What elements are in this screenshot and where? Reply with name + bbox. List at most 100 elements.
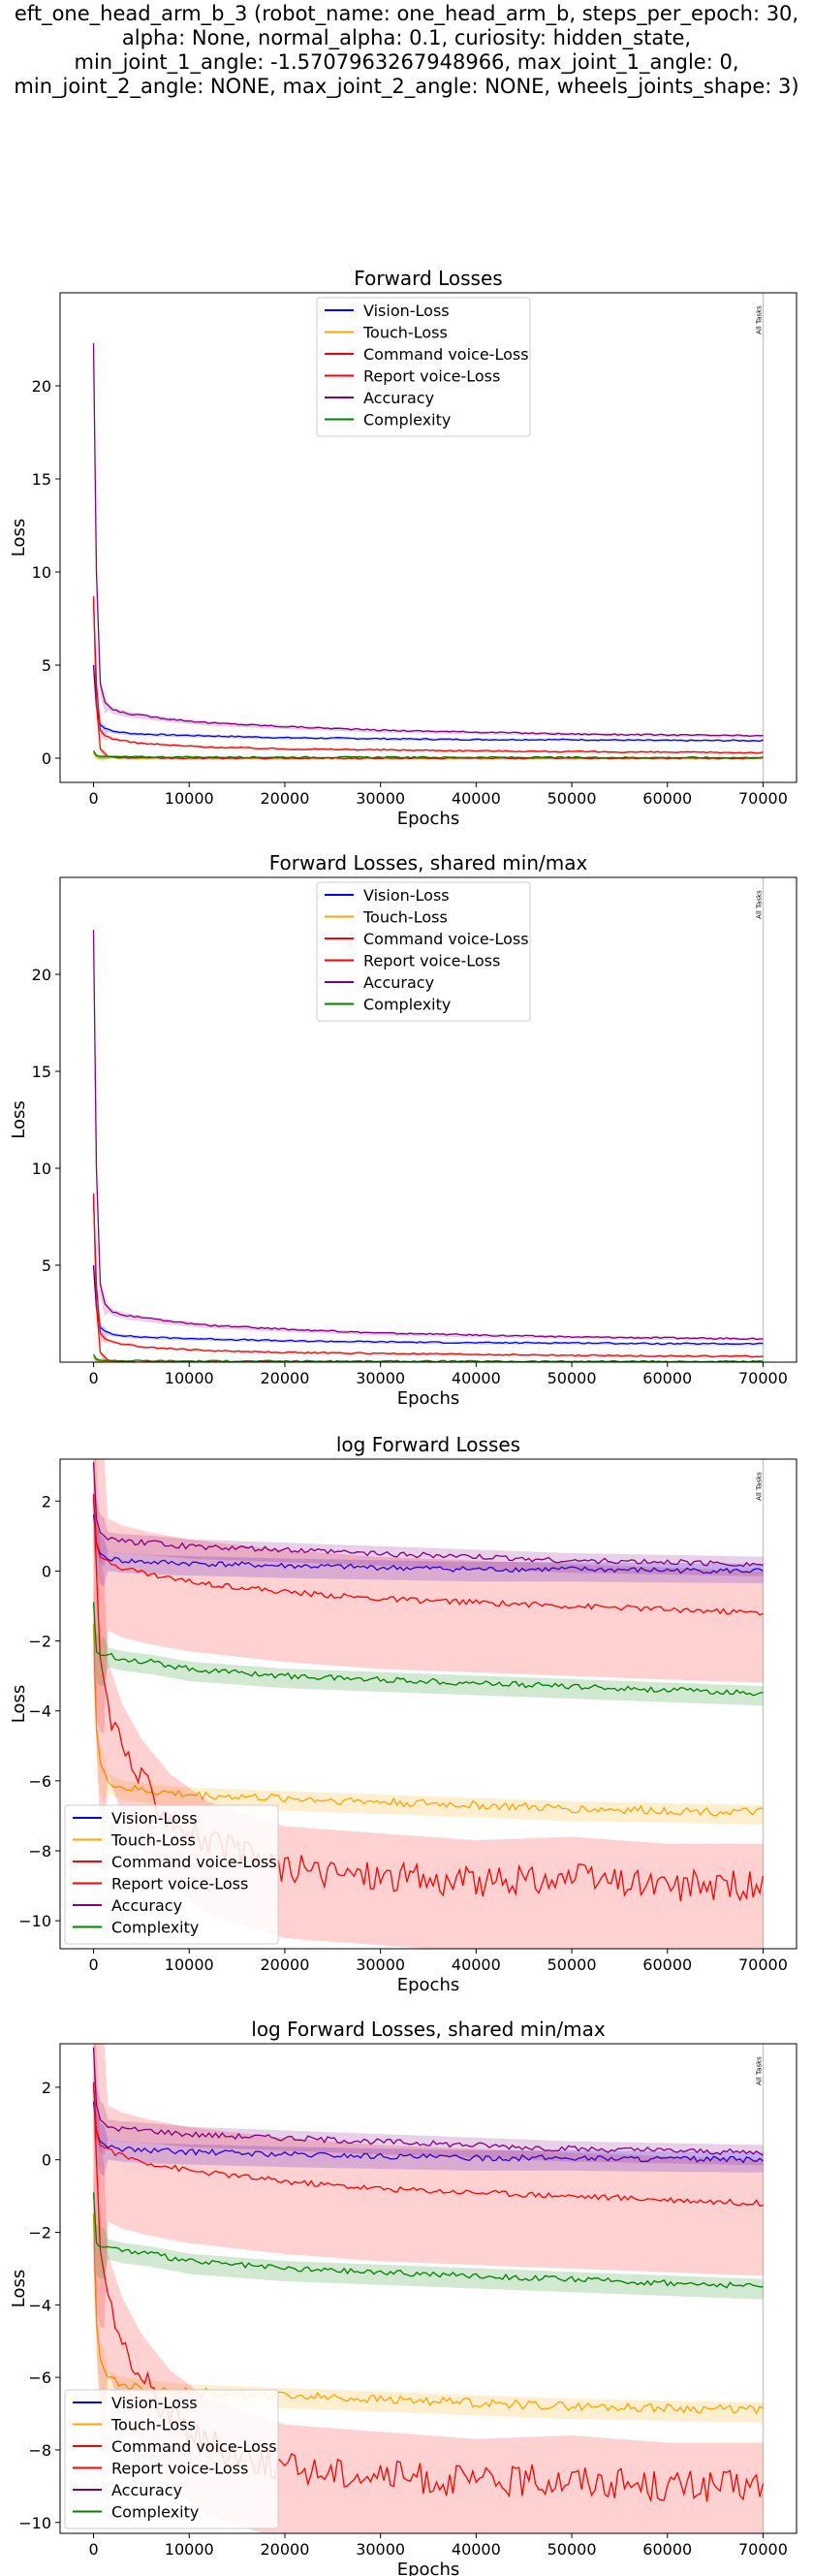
series-line-report-voice-loss — [92, 596, 764, 760]
legend-entry: Vision-Loss — [111, 1809, 198, 1828]
y-tick-label: 15 — [32, 1063, 51, 1081]
x-axis-label: Epochs — [397, 2560, 460, 2576]
legend-box — [64, 2389, 279, 2529]
y-tick-label: 20 — [32, 966, 51, 984]
y-tick-label: 0 — [42, 749, 51, 768]
y-tick-label: 2 — [42, 2079, 51, 2097]
legend: Vision-Loss Touch-Loss Command voice-Loss R… — [316, 297, 531, 437]
x-tick-label: 40000 — [452, 1369, 501, 1387]
series-band-command-voice-loss — [93, 2044, 764, 2329]
y-tick-label: −2 — [28, 2224, 51, 2242]
legend-entry: Complexity — [111, 1919, 199, 1937]
x-tick-label: 50000 — [547, 1369, 597, 1387]
legend: Vision-Loss Touch-Loss Command voice-Loss R… — [64, 1804, 279, 1945]
series-band-vision-loss — [93, 1496, 764, 1587]
x-tick-label: 0 — [88, 2540, 98, 2559]
y-tick-label: 20 — [32, 377, 51, 396]
series-complexity — [92, 1584, 764, 1706]
all-tasks-label: All Tasks — [755, 1472, 763, 1501]
series-vision-loss — [92, 1496, 764, 1587]
x-tick-label: 30000 — [356, 1956, 405, 1974]
y-tick-label: 10 — [32, 563, 51, 582]
legend-entry: Vision-Loss — [363, 886, 450, 905]
y-tick-label: −4 — [28, 2296, 51, 2314]
series-complexity — [92, 2173, 764, 2300]
x-tick-label: 10000 — [165, 789, 214, 808]
series-band-accuracy — [93, 1459, 764, 1576]
x-tick-label: 30000 — [356, 1369, 405, 1387]
x-tick-label: 50000 — [547, 789, 597, 808]
legend-box — [64, 1804, 279, 1945]
x-tick-label: 50000 — [547, 2540, 597, 2559]
legend-entry: Complexity — [363, 411, 451, 429]
series-band-touch-loss — [93, 1605, 764, 1825]
series-vision-loss — [92, 2083, 764, 2177]
all-tasks-label: All Tasks — [755, 305, 763, 334]
y-tick-label: −4 — [28, 1702, 51, 1721]
series-line-accuracy — [92, 930, 764, 1341]
legend-entry: Report voice-Loss — [363, 952, 500, 970]
plot-frame — [59, 1458, 797, 1950]
y-tick-label: 15 — [32, 470, 51, 489]
legend: Vision-Loss Touch-Loss Command voice-Loss R… — [316, 881, 531, 1022]
plot-frame — [59, 292, 797, 783]
y-tick-label: −2 — [28, 1633, 51, 1651]
plot-series — [92, 293, 764, 782]
x-tick-label: 20000 — [260, 1369, 309, 1387]
series-line-vision-loss — [92, 664, 764, 743]
x-axis-label: Epochs — [397, 1975, 460, 1995]
chart-panel-4: log Forward Losses, shared min/max All Ta… — [9, 2018, 797, 2576]
series-line-accuracy — [92, 342, 764, 738]
legend-entry: Touch-Loss — [110, 2416, 196, 2434]
legend-entry: Accuracy — [363, 973, 434, 992]
series-band-complexity — [93, 2173, 764, 2300]
plot-frame — [59, 2043, 797, 2534]
series-line-command-voice-loss — [92, 1196, 764, 1358]
series-line-complexity — [92, 2192, 764, 2289]
x-tick-label: 60000 — [642, 1956, 692, 1974]
x-tick-label: 60000 — [642, 2540, 692, 2559]
y-tick-label: −6 — [28, 1772, 51, 1791]
y-tick-label: 0 — [42, 1562, 51, 1580]
x-tick-label: 20000 — [260, 1956, 309, 1974]
x-tick-label: 0 — [88, 789, 98, 808]
y-axis-label: Loss — [9, 519, 29, 557]
series-command-voice-loss — [92, 1459, 764, 1734]
x-tick-label: 60000 — [642, 1369, 692, 1387]
legend-entry: Vision-Loss — [111, 2394, 198, 2412]
series-report-voice-loss — [92, 588, 764, 760]
x-axis-label: Epochs — [397, 1388, 460, 1409]
y-axis-label: Loss — [9, 2270, 29, 2307]
series-line-complexity — [92, 749, 764, 759]
x-tick-label: 70000 — [738, 1369, 788, 1387]
x-tick-label: 40000 — [452, 1956, 501, 1974]
series-line-touch-loss — [92, 1624, 764, 1817]
x-tick-label: 10000 — [165, 1369, 214, 1387]
series-accuracy — [92, 1459, 764, 1576]
y-tick-label: −8 — [28, 2441, 51, 2460]
x-tick-label: 20000 — [260, 2540, 309, 2559]
chart-title: Forward Losses — [354, 267, 502, 290]
legend-box — [316, 297, 531, 437]
series-line-vision-loss — [92, 2101, 764, 2164]
series-band-report-voice-loss — [93, 2044, 764, 2533]
legend-entry: Accuracy — [111, 2481, 182, 2499]
legend-entry: Touch-Loss — [110, 1831, 196, 1850]
chart-panel-1: Forward Losses All Tasks 0 10000 20000 30000 4… — [9, 267, 797, 829]
x-tick-label: 70000 — [738, 1956, 788, 1974]
legend-entry: Command voice-Loss — [363, 930, 529, 948]
legend-entry: Command voice-Loss — [111, 1853, 277, 1871]
series-line-vision-loss — [92, 1265, 764, 1346]
series-line-accuracy — [92, 1462, 764, 1568]
series-command-voice-loss — [92, 592, 764, 754]
y-tick-label: 5 — [42, 656, 51, 675]
y-axis-label: Loss — [9, 1685, 29, 1723]
x-tick-label: 0 — [88, 1956, 98, 1974]
series-accuracy — [92, 2044, 764, 2166]
legend-entry: Complexity — [363, 996, 451, 1014]
legend-entry: Accuracy — [111, 1896, 182, 1915]
chart-title: Forward Losses, shared min/max — [269, 851, 588, 875]
plot-series — [92, 2044, 765, 2533]
